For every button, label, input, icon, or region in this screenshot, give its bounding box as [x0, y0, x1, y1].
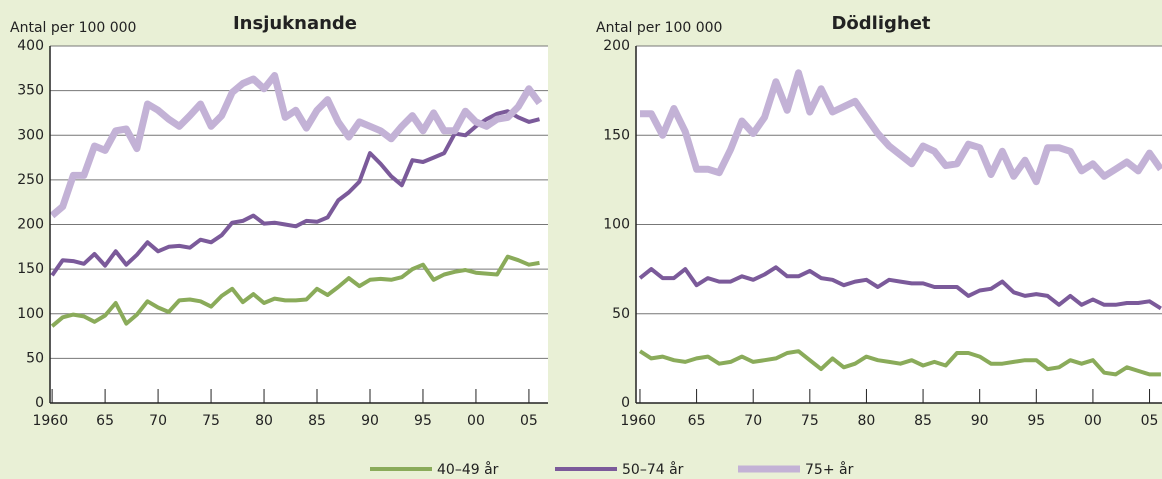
series-line: [50, 254, 540, 328]
y-tick-label: 350: [17, 83, 44, 99]
x-tick-label: 65: [96, 413, 114, 429]
y-tick-label: 50: [612, 306, 630, 322]
y-tick-label: 300: [17, 127, 44, 143]
x-tick-label: 65: [688, 413, 706, 429]
x-tick-label: 80: [858, 413, 876, 429]
x-tick-label: 85: [308, 413, 326, 429]
chart-title: Insjuknande: [233, 13, 357, 34]
legend-label: 50–74 år: [622, 461, 684, 478]
y-tick-label: 150: [603, 127, 630, 143]
series-line: [50, 109, 540, 277]
y-axis-label: Antal per 100 000: [596, 20, 722, 36]
legend-label: 75+ år: [805, 461, 854, 478]
y-tick-label: 50: [26, 350, 44, 366]
y-tick-label: 150: [17, 261, 44, 277]
y-tick-label: 100: [17, 306, 44, 322]
x-tick-label: 05: [520, 413, 538, 429]
x-tick-label: 85: [914, 413, 932, 429]
y-tick-label: 0: [621, 395, 630, 411]
x-tick-label: 00: [1084, 413, 1102, 429]
y-tick-label: 400: [17, 38, 44, 54]
x-tick-label: 75: [202, 413, 220, 429]
x-tick-label: 70: [149, 413, 167, 429]
series-line: [640, 69, 1162, 186]
x-tick-label: 1960: [32, 413, 68, 429]
x-tick-label: 95: [1027, 413, 1045, 429]
x-tick-label: 95: [414, 413, 432, 429]
x-tick-label: 05: [1141, 413, 1159, 429]
y-tick-label: 200: [603, 38, 630, 54]
y-axis-label: Antal per 100 000: [10, 20, 136, 36]
y-tick-label: 200: [17, 217, 44, 233]
y-tick-label: 250: [17, 172, 44, 188]
y-tick-label: 100: [603, 217, 630, 233]
x-tick-label: 75: [801, 413, 819, 429]
y-tick-label: 0: [35, 395, 44, 411]
series-line: [638, 265, 1162, 311]
chart-title: Dödlighet: [831, 13, 930, 34]
series-line: [49, 72, 543, 219]
x-tick-label: 90: [361, 413, 379, 429]
x-tick-label: 00: [467, 413, 485, 429]
series-line: [638, 349, 1161, 377]
x-tick-label: 90: [971, 413, 989, 429]
legend-label: 40–49 år: [437, 461, 499, 478]
x-tick-label: 1960: [620, 413, 656, 429]
x-tick-label: 80: [255, 413, 273, 429]
x-tick-label: 70: [744, 413, 762, 429]
